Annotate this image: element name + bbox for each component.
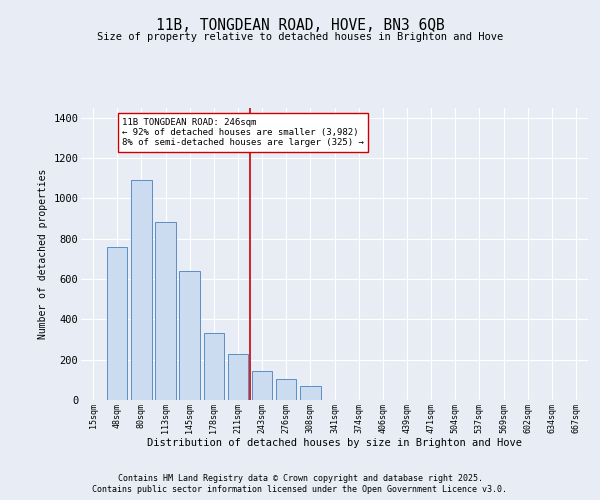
Text: 11B, TONGDEAN ROAD, HOVE, BN3 6QB: 11B, TONGDEAN ROAD, HOVE, BN3 6QB <box>155 18 445 32</box>
Bar <box>300 386 320 400</box>
Bar <box>155 222 176 400</box>
Text: Size of property relative to detached houses in Brighton and Hove: Size of property relative to detached ho… <box>97 32 503 42</box>
Y-axis label: Number of detached properties: Number of detached properties <box>38 168 47 339</box>
Bar <box>252 371 272 400</box>
Bar <box>107 246 127 400</box>
Bar <box>203 334 224 400</box>
X-axis label: Distribution of detached houses by size in Brighton and Hove: Distribution of detached houses by size … <box>147 438 522 448</box>
Bar <box>227 354 248 400</box>
Bar <box>276 379 296 400</box>
Bar <box>131 180 152 400</box>
Bar <box>179 271 200 400</box>
Text: Contains public sector information licensed under the Open Government Licence v3: Contains public sector information licen… <box>92 485 508 494</box>
Text: Contains HM Land Registry data © Crown copyright and database right 2025.: Contains HM Land Registry data © Crown c… <box>118 474 482 483</box>
Text: 11B TONGDEAN ROAD: 246sqm
← 92% of detached houses are smaller (3,982)
8% of sem: 11B TONGDEAN ROAD: 246sqm ← 92% of detac… <box>122 118 364 148</box>
